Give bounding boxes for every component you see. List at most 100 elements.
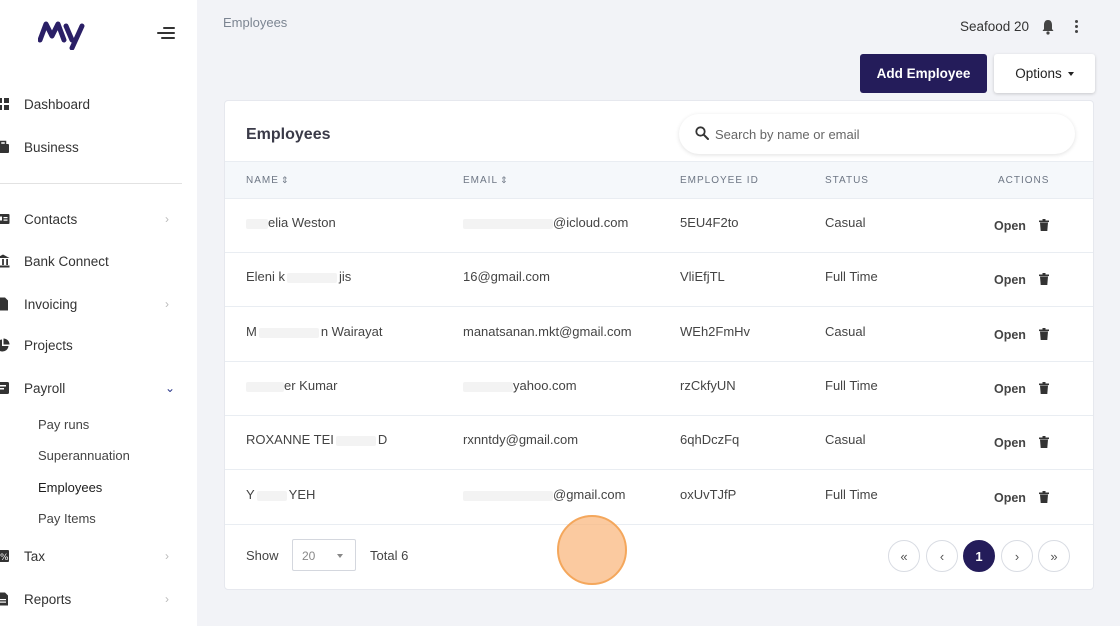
trash-icon[interactable] xyxy=(1039,382,1049,394)
sidebar-item-tax[interactable]: % Tax › xyxy=(0,541,197,571)
sidebar-item-dashboard[interactable]: Dashboard xyxy=(0,89,197,119)
column-header-email[interactable]: EMAIL ⇕ xyxy=(463,175,509,186)
add-employee-button[interactable]: Add Employee xyxy=(860,54,987,93)
sidebar-item-business[interactable]: Business xyxy=(0,132,197,162)
chevron-right-icon: › xyxy=(165,592,169,606)
more-options-icon[interactable] xyxy=(1074,20,1080,34)
employee-email: @icloud.com xyxy=(463,215,628,230)
table-row: Eleni k jis 16@gmail.com VliEfjTL Full Time O… xyxy=(225,253,1093,307)
employee-name: Eleni k jis xyxy=(246,269,352,284)
employee-status: Casual xyxy=(825,324,866,339)
page-size-value: 20 xyxy=(302,549,316,563)
column-header-name[interactable]: NAME ⇕ xyxy=(246,175,290,186)
table-row: ROXANNE TEI D rxnntdy@gmail.com 6qhDczFq Cas… xyxy=(225,416,1093,470)
sidebar-item-reports[interactable]: Reports › xyxy=(0,584,197,614)
prev-page-button[interactable]: ‹ xyxy=(926,540,958,572)
sidebar-item-label: Dashboard xyxy=(24,96,91,112)
sort-icon: ⇕ xyxy=(280,175,290,185)
employee-name: er Kumar xyxy=(246,378,337,393)
employee-status: Casual xyxy=(825,215,866,230)
document-icon xyxy=(0,297,8,311)
open-button[interactable]: Open xyxy=(994,273,1026,287)
employee-status: Full Time xyxy=(825,487,878,502)
open-button[interactable]: Open xyxy=(994,328,1026,342)
open-button[interactable]: Open xyxy=(994,382,1026,396)
caret-down-icon xyxy=(337,554,343,558)
employee-name: Y YEH xyxy=(246,487,316,502)
my-logo[interactable] xyxy=(38,18,86,50)
caret-down-icon xyxy=(1067,72,1074,77)
sidebar-divider xyxy=(0,183,182,184)
sidebar-item-projects[interactable]: Projects xyxy=(0,330,197,360)
table-header: NAME ⇕ EMAIL ⇕ EMPLOYEE ID STATUS ACTIONS xyxy=(225,161,1093,199)
employee-id: oxUvTJfP xyxy=(680,487,737,502)
options-label: Options xyxy=(1015,66,1062,81)
table-row: Y YEH @gmail.com oxUvTJfP Full Time Open xyxy=(225,471,1093,525)
page-button-current[interactable]: 1 xyxy=(963,540,995,572)
trash-icon[interactable] xyxy=(1039,273,1049,285)
sidebar-item-label: Payroll xyxy=(24,380,66,396)
svg-text:%: % xyxy=(0,553,9,563)
total-count: Total 6 xyxy=(370,548,409,563)
sidebar-item-contacts[interactable]: Contacts › xyxy=(0,204,197,234)
sidebar-subitem-superannuation[interactable]: Superannuation xyxy=(38,448,130,463)
trash-icon[interactable] xyxy=(1039,436,1049,448)
table-row: elia Weston @icloud.com 5EU4F2to Casual Open xyxy=(225,199,1093,253)
open-button[interactable]: Open xyxy=(994,436,1026,450)
trash-icon[interactable] xyxy=(1039,219,1049,231)
sidebar-item-invoicing[interactable]: Invoicing › xyxy=(0,289,197,319)
employee-email: @gmail.com xyxy=(463,487,625,502)
sort-icon: ⇕ xyxy=(500,175,509,185)
trash-icon[interactable] xyxy=(1039,328,1049,340)
employee-name: elia Weston xyxy=(246,215,336,230)
sidebar-item-bank-connect[interactable]: Bank Connect xyxy=(0,246,197,276)
report-icon xyxy=(0,592,8,606)
employee-id: 6qhDczFq xyxy=(680,432,740,447)
column-header-actions: ACTIONS xyxy=(998,175,1050,186)
chevron-down-icon: ⌄ xyxy=(165,381,176,395)
sidebar-subitem-pay-runs[interactable]: Pay runs xyxy=(38,417,90,432)
open-button[interactable]: Open xyxy=(994,219,1026,233)
bell-icon[interactable] xyxy=(1041,19,1055,35)
sidebar-item-payroll[interactable]: Payroll ⌄ xyxy=(0,373,197,403)
employee-email: manatsanan.mkt@gmail.com xyxy=(463,324,632,339)
search-box[interactable] xyxy=(679,114,1075,154)
first-page-button[interactable]: « xyxy=(888,540,920,572)
page-size-select[interactable]: 20 xyxy=(292,539,356,571)
sidebar-item-label: Projects xyxy=(24,337,73,353)
sidebar-subitem-pay-items[interactable]: Pay Items xyxy=(38,511,96,526)
sidebar-item-label: Business xyxy=(24,139,79,155)
next-page-button[interactable]: › xyxy=(1001,540,1033,572)
menu-toggle-icon[interactable] xyxy=(157,27,175,41)
trash-icon[interactable] xyxy=(1039,491,1049,503)
grid-icon xyxy=(0,98,9,110)
employee-id: WEh2FmHv xyxy=(680,324,751,339)
chevron-right-icon: › xyxy=(165,212,169,226)
employee-email: yahoo.com xyxy=(463,378,577,393)
search-input[interactable] xyxy=(715,114,1055,154)
payroll-icon xyxy=(0,382,9,394)
employee-id: rzCkfyUN xyxy=(680,378,736,393)
bank-icon xyxy=(0,254,10,268)
briefcase-icon xyxy=(0,140,9,153)
id-card-icon xyxy=(0,214,10,224)
sidebar-item-label: Tax xyxy=(24,548,46,564)
sidebar-subitem-employees[interactable]: Employees xyxy=(38,480,103,495)
options-button[interactable]: Options xyxy=(994,54,1095,93)
open-button[interactable]: Open xyxy=(994,491,1026,505)
employee-email: rxnntdy@gmail.com xyxy=(463,432,579,447)
tax-icon: % xyxy=(0,550,9,563)
column-header-status: STATUS xyxy=(825,175,869,186)
employees-card: Employees NAME⇕ EMAIL⇕ EMPLOYEE ID STATU… xyxy=(224,100,1094,590)
touch-indicator xyxy=(557,515,627,585)
chevron-right-icon: › xyxy=(165,549,169,563)
company-selector[interactable]: Seafood 20 xyxy=(960,19,1030,34)
employee-id: VliEfjTL xyxy=(680,269,725,284)
employee-name: ROXANNE TEI D xyxy=(246,432,388,447)
sidebar: Dashboard Business Contacts › Bank Conne… xyxy=(0,0,197,626)
sidebar-item-label: Invoicing xyxy=(24,296,78,312)
employee-status: Casual xyxy=(825,432,866,447)
sidebar-item-label: Reports xyxy=(24,591,72,607)
sidebar-item-label: Contacts xyxy=(24,211,78,227)
last-page-button[interactable]: » xyxy=(1038,540,1070,572)
